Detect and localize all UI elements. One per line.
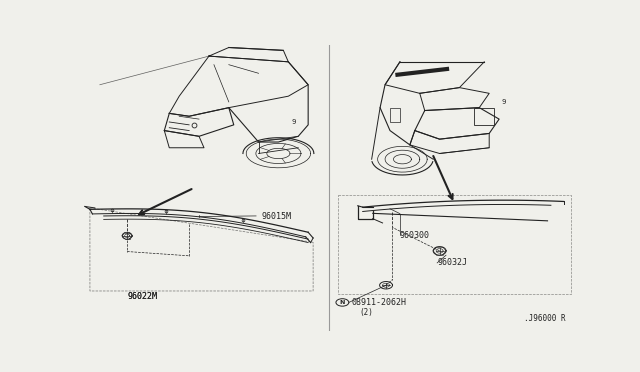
- Text: 9: 9: [291, 119, 296, 125]
- Text: 96032J: 96032J: [437, 258, 467, 267]
- Text: 96015M: 96015M: [261, 212, 291, 221]
- Text: 960300: 960300: [400, 231, 430, 240]
- Text: 9: 9: [502, 99, 506, 105]
- Text: N: N: [340, 300, 345, 305]
- Text: 96022M: 96022M: [127, 292, 157, 301]
- Text: 96022M: 96022M: [127, 292, 157, 301]
- Text: 08911-2062H: 08911-2062H: [352, 298, 407, 307]
- Text: .J96000 R: .J96000 R: [524, 314, 566, 323]
- Bar: [390, 108, 400, 122]
- Text: (2): (2): [359, 308, 373, 317]
- Bar: [474, 108, 494, 125]
